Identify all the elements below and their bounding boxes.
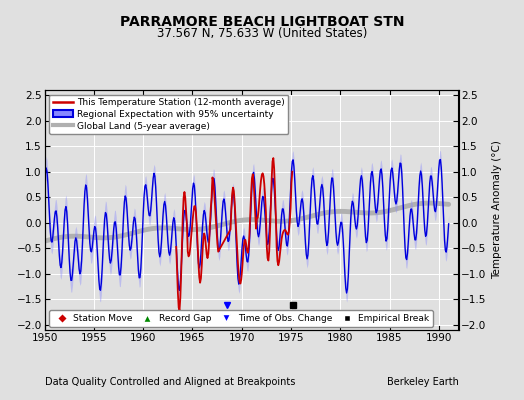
Y-axis label: Temperature Anomaly (°C): Temperature Anomaly (°C) bbox=[492, 140, 502, 280]
Text: 37.567 N, 75.633 W (United States): 37.567 N, 75.633 W (United States) bbox=[157, 28, 367, 40]
Text: Data Quality Controlled and Aligned at Breakpoints: Data Quality Controlled and Aligned at B… bbox=[45, 377, 295, 387]
Legend: Station Move, Record Gap, Time of Obs. Change, Empirical Break: Station Move, Record Gap, Time of Obs. C… bbox=[49, 310, 433, 327]
Text: Berkeley Earth: Berkeley Earth bbox=[387, 377, 458, 387]
Text: PARRAMORE BEACH LIGHTBOAT STN: PARRAMORE BEACH LIGHTBOAT STN bbox=[120, 15, 404, 29]
